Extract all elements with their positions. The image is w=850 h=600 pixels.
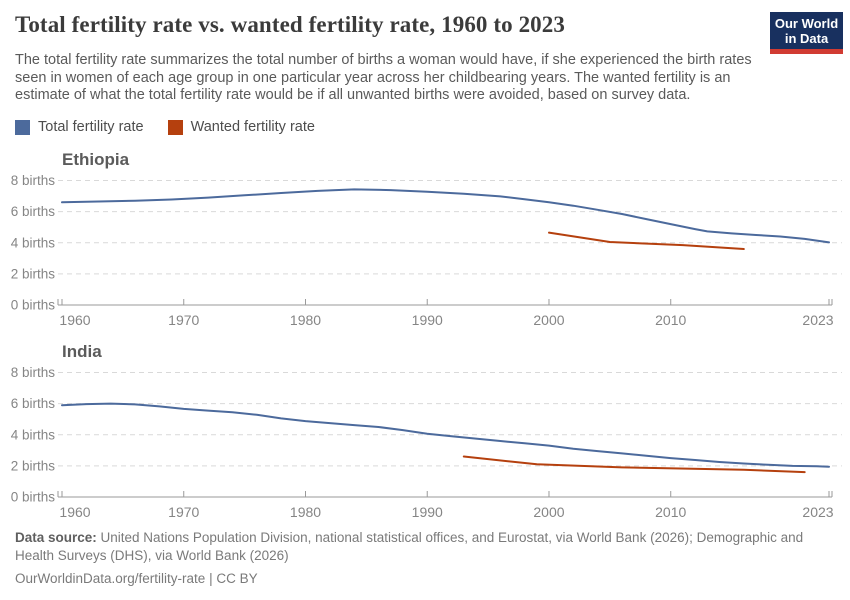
y-tick-label: 4 births bbox=[11, 235, 56, 250]
owid-logo-text: Our World in Data bbox=[770, 12, 843, 49]
x-tick-label: 1980 bbox=[290, 312, 321, 328]
y-tick-label: 4 births bbox=[11, 427, 56, 442]
x-tick-label: 2010 bbox=[655, 312, 686, 328]
legend-swatch-icon bbox=[15, 119, 30, 135]
series-line-wanted-fertility-rate[interactable] bbox=[548, 231, 745, 250]
legend-label: Total fertility rate bbox=[38, 119, 144, 135]
owid-logo-red-bar bbox=[770, 49, 843, 54]
chart-ethiopia[interactable]: Ethiopia 0 births 2 births 4 births 6 births… bbox=[0, 138, 850, 334]
legend-item-wanted[interactable]: Wanted fertility rate bbox=[167, 119, 315, 135]
owid-logo[interactable]: Our World in Data bbox=[770, 12, 843, 54]
chart-footer: Data source: United Nations Population D… bbox=[15, 529, 837, 588]
x-tick-label: 1970 bbox=[168, 504, 199, 520]
entity-label: India bbox=[62, 342, 102, 361]
x-tick-label: 1970 bbox=[168, 312, 199, 328]
x-tick-label: 2000 bbox=[533, 312, 564, 328]
y-tick-label: 8 births bbox=[11, 365, 56, 380]
legend: Total fertility rate Wanted fertility rat… bbox=[15, 119, 315, 135]
y-tick-label: 2 births bbox=[11, 458, 56, 473]
chart-subtitle: The total fertility rate summarizes the … bbox=[15, 52, 752, 103]
series-line-wanted-fertility-rate[interactable] bbox=[462, 455, 806, 474]
data-source-text: United Nations Population Division, nati… bbox=[15, 530, 804, 563]
legend-swatch-icon bbox=[167, 119, 183, 135]
y-tick-label: 0 births bbox=[11, 298, 56, 313]
x-tick-label: 2023 bbox=[802, 504, 833, 520]
y-tick-label: 2 births bbox=[11, 266, 56, 281]
y-tick-label: 6 births bbox=[11, 396, 56, 411]
series-line-total-fertility-rate[interactable] bbox=[61, 402, 830, 468]
legend-item-total[interactable]: Total fertility rate bbox=[15, 119, 144, 135]
entity-label: Ethiopia bbox=[62, 150, 130, 169]
x-tick-label: 1980 bbox=[290, 504, 321, 520]
x-tick-label: 1960 bbox=[59, 504, 90, 520]
y-tick-label: 6 births bbox=[11, 204, 56, 219]
x-tick-label: 2000 bbox=[533, 504, 564, 520]
chart-india[interactable]: India 0 births 2 births 4 births 6 births 8 b… bbox=[0, 330, 850, 526]
x-tick-label: 1990 bbox=[412, 312, 443, 328]
x-tick-label: 1960 bbox=[59, 312, 90, 328]
license-note[interactable]: OurWorldinData.org/fertility-rate | CC B… bbox=[15, 571, 258, 586]
series-line-total-fertility-rate[interactable] bbox=[61, 188, 830, 244]
x-tick-label: 1990 bbox=[412, 504, 443, 520]
x-tick-label: 2010 bbox=[655, 504, 686, 520]
legend-label: Wanted fertility rate bbox=[190, 119, 315, 135]
y-tick-label: 0 births bbox=[11, 490, 56, 505]
data-source-label: Data source: bbox=[15, 530, 97, 545]
data-source-note: Data source: United Nations Population D… bbox=[15, 529, 837, 565]
page-title: Total fertility rate vs. wanted fertilit… bbox=[15, 12, 565, 37]
x-tick-label: 2023 bbox=[802, 312, 833, 328]
y-tick-label: 8 births bbox=[11, 173, 56, 188]
